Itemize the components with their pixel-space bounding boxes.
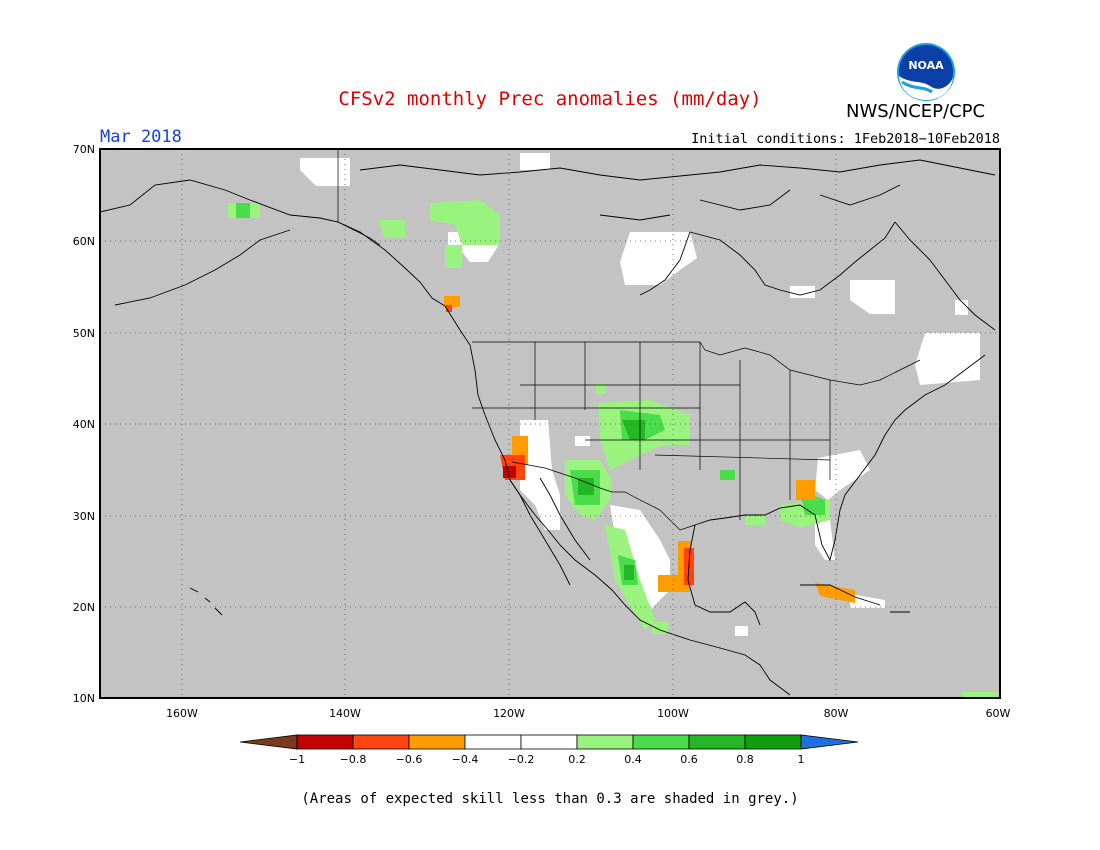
lat-label: 70N	[73, 143, 95, 156]
chart-title: CFSv2 monthly Prec anomalies (mm/day)	[338, 88, 762, 110]
colorbar-label: 0.2	[568, 753, 586, 766]
patch-white-quebec	[850, 280, 895, 314]
patch-lgreen-yukon	[430, 200, 500, 245]
border-alaska-canada	[337, 149, 381, 246]
coast-labrador	[894, 221, 996, 331]
agency-label: NWS/NCEP/CPC	[846, 101, 986, 122]
patch-orange-mexico	[658, 575, 690, 592]
border-us-mexico	[511, 461, 696, 531]
colorbar-seg	[520, 734, 578, 750]
border-states-h1	[472, 384, 831, 461]
coast-hudson-west	[639, 231, 691, 296]
colorbar-label: 0.8	[736, 753, 754, 766]
colorbar-seg	[688, 734, 746, 750]
patch-green-arkansas	[720, 470, 735, 480]
coastlines	[99, 159, 996, 696]
patch-white-honduras	[735, 626, 748, 636]
longitude-labels: 160W 140W 120W 100W 80W 60W	[166, 707, 1010, 720]
lat-label: 50N	[73, 327, 95, 340]
patch-white-newfoundland	[915, 333, 980, 385]
colorbar-seg	[632, 734, 690, 750]
patch-lgreen-bc-small	[378, 220, 405, 238]
colorbar-seg	[576, 734, 634, 750]
lat-label: 60N	[73, 235, 95, 248]
patch-white-arizona	[575, 436, 590, 446]
political-borders	[337, 149, 921, 531]
map-frame	[99, 148, 1001, 699]
lat-label: 30N	[73, 510, 95, 523]
coast-cuba	[800, 584, 910, 613]
colorbar-high-arrow	[800, 734, 859, 750]
lon-label: 80W	[824, 707, 849, 720]
colorbar	[239, 734, 859, 750]
patch-green-alaska	[236, 203, 250, 218]
patch-orange-bc	[444, 296, 460, 307]
patch-orange-georgia	[796, 480, 815, 500]
lon-label: 120W	[493, 707, 525, 720]
colorbar-seg	[464, 734, 522, 750]
patch-white-carolina	[815, 450, 870, 500]
forecast-month: Mar 2018	[100, 127, 182, 147]
initial-conditions: Initial conditions: 1Feb2018−10Feb2018	[691, 131, 1000, 147]
patch-white-ontario	[790, 286, 815, 298]
colorbar-label: −1	[289, 753, 305, 766]
colorbar-label: 0.4	[624, 753, 642, 766]
colorbar-seg	[408, 734, 466, 750]
coast-hudson	[689, 221, 896, 296]
patch-dgreen-arizona	[578, 478, 594, 495]
patch-dgreen-mexico	[624, 565, 634, 580]
patch-white-alaska	[300, 158, 350, 186]
patch-lgreen-bc-2	[445, 245, 462, 268]
colorbar-seg	[296, 734, 354, 750]
lat-label: 10N	[73, 692, 95, 705]
latitude-labels: 70N 60N 50N 40N 30N 20N 10N	[73, 143, 95, 705]
colorbar-label: 1	[798, 753, 805, 766]
coast-hawaii	[189, 587, 223, 616]
lon-label: 160W	[166, 707, 198, 720]
anomaly-patches	[228, 153, 998, 698]
patch-lgreen-gulf	[745, 515, 765, 525]
patch-white-hudson-w	[620, 232, 697, 285]
patch-white-california	[520, 420, 560, 530]
colorbar-label: −0.6	[396, 753, 423, 766]
lat-label: 20N	[73, 601, 95, 614]
colorbar-seg	[352, 734, 410, 750]
colorbar-label: −0.4	[452, 753, 479, 766]
colorbar-labels: −1 −0.8 −0.6 −0.4 −0.2 0.2 0.4 0.6 0.8 1	[289, 753, 805, 766]
footnote: (Areas of expected skill less than 0.3 a…	[301, 791, 799, 807]
colorbar-label: 0.6	[680, 753, 698, 766]
lon-label: 140W	[329, 707, 361, 720]
colorbar-label: −0.2	[508, 753, 535, 766]
coast-west	[444, 305, 791, 696]
patch-lgreen-caribbean	[962, 692, 998, 698]
patch-orange-cuba	[815, 583, 855, 603]
patch-red-california	[503, 466, 516, 478]
colorbar-low-arrow	[239, 734, 298, 750]
coast-arctic-islands	[599, 184, 901, 221]
colorbar-label: −0.8	[340, 753, 367, 766]
lat-label: 40N	[73, 418, 95, 431]
patch-white-yukon	[520, 153, 550, 170]
patch-lgreen-montana	[596, 384, 606, 394]
patch-white-florida	[815, 520, 835, 560]
patch-dgreen-colorado	[622, 420, 645, 440]
coast-baja	[509, 477, 591, 586]
gridlines	[100, 149, 1000, 698]
coast-arctic	[359, 159, 996, 181]
logo-text: NOAA	[908, 59, 944, 72]
patch-white-labrador-1	[955, 300, 968, 315]
coast-alaska	[99, 179, 446, 307]
coast-mexico-east	[687, 524, 761, 626]
colorbar-seg	[744, 734, 802, 750]
coast-gulf	[694, 354, 986, 562]
lon-label: 60W	[986, 707, 1011, 720]
coast-alaska-peninsula	[114, 229, 291, 306]
noaa-logo: NOAA	[896, 42, 956, 102]
map-background	[100, 149, 1000, 698]
lon-label: 100W	[657, 707, 689, 720]
